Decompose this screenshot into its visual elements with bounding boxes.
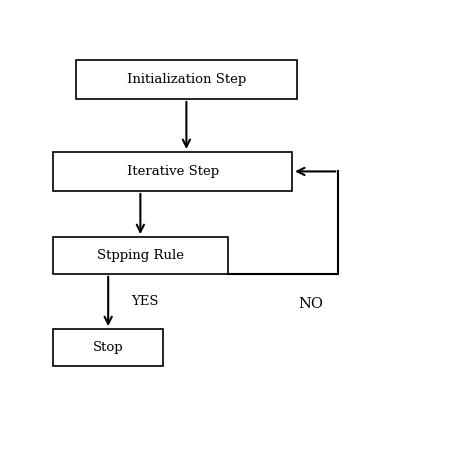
Text: Iterative Step: Iterative Step [127,165,219,178]
FancyBboxPatch shape [76,60,297,99]
FancyBboxPatch shape [53,237,228,274]
Text: Initialization Step: Initialization Step [127,73,246,86]
Text: NO: NO [298,297,323,311]
Text: YES: YES [131,295,159,308]
Text: Stop: Stop [93,341,124,354]
Text: Stpping Rule: Stpping Rule [97,249,184,262]
FancyBboxPatch shape [53,329,164,366]
FancyBboxPatch shape [53,152,292,191]
